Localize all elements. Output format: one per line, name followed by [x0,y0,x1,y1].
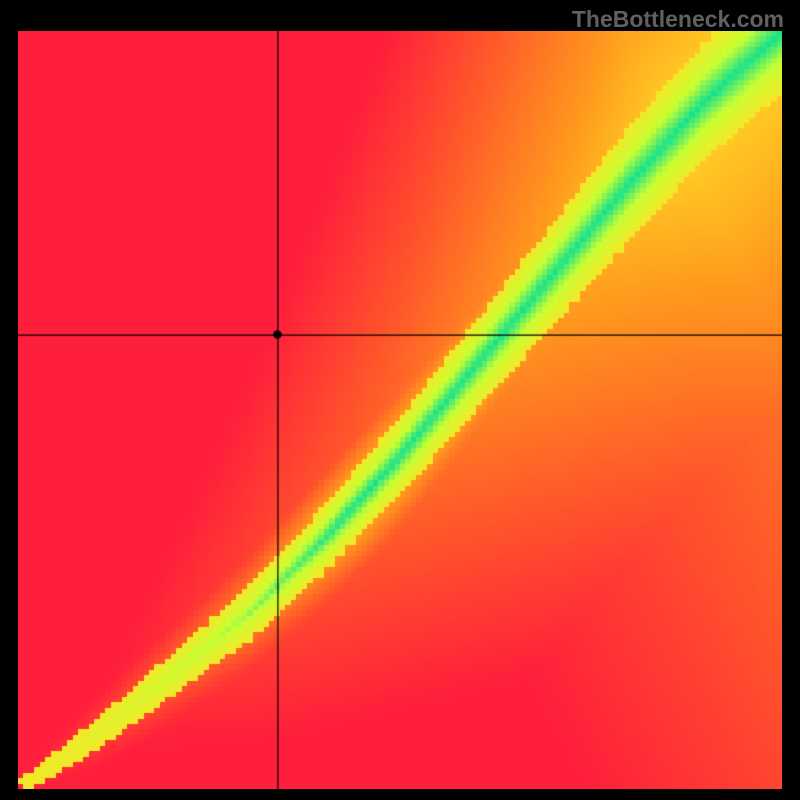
heatmap-canvas [18,31,782,789]
attribution-label: TheBottleneck.com [572,6,784,33]
root: TheBottleneck.com [0,0,800,800]
